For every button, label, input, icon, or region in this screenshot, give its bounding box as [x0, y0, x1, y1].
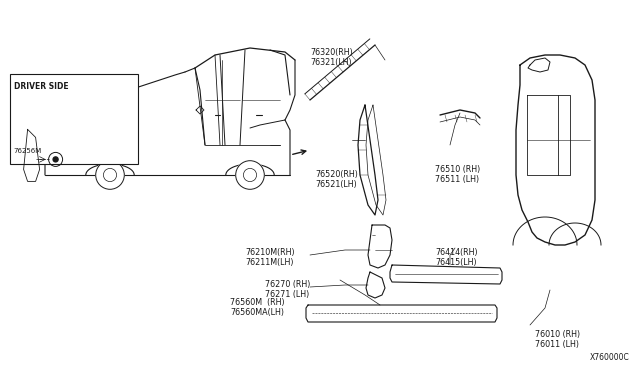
- Text: X760000C: X760000C: [590, 353, 630, 362]
- Circle shape: [96, 161, 124, 189]
- Text: 76270 (RH)
76271 (LH): 76270 (RH) 76271 (LH): [265, 280, 310, 299]
- Text: 76520(RH)
76521(LH): 76520(RH) 76521(LH): [315, 170, 358, 189]
- Circle shape: [236, 161, 264, 189]
- Circle shape: [53, 157, 58, 162]
- Bar: [10, 74, 138, 164]
- Text: 76414(RH)
76415(LH): 76414(RH) 76415(LH): [435, 248, 477, 267]
- Text: 76256M: 76256M: [13, 148, 42, 154]
- Text: 76510 (RH)
76511 (LH): 76510 (RH) 76511 (LH): [435, 165, 480, 185]
- Text: 76210M(RH)
76211M(LH): 76210M(RH) 76211M(LH): [245, 248, 294, 267]
- Text: 76010 (RH)
76011 (LH): 76010 (RH) 76011 (LH): [535, 330, 580, 349]
- Text: 76320(RH)
76321(LH): 76320(RH) 76321(LH): [310, 48, 353, 67]
- Text: 76560M  (RH)
76560MA(LH): 76560M (RH) 76560MA(LH): [230, 298, 285, 317]
- Text: DRIVER SIDE: DRIVER SIDE: [13, 83, 68, 92]
